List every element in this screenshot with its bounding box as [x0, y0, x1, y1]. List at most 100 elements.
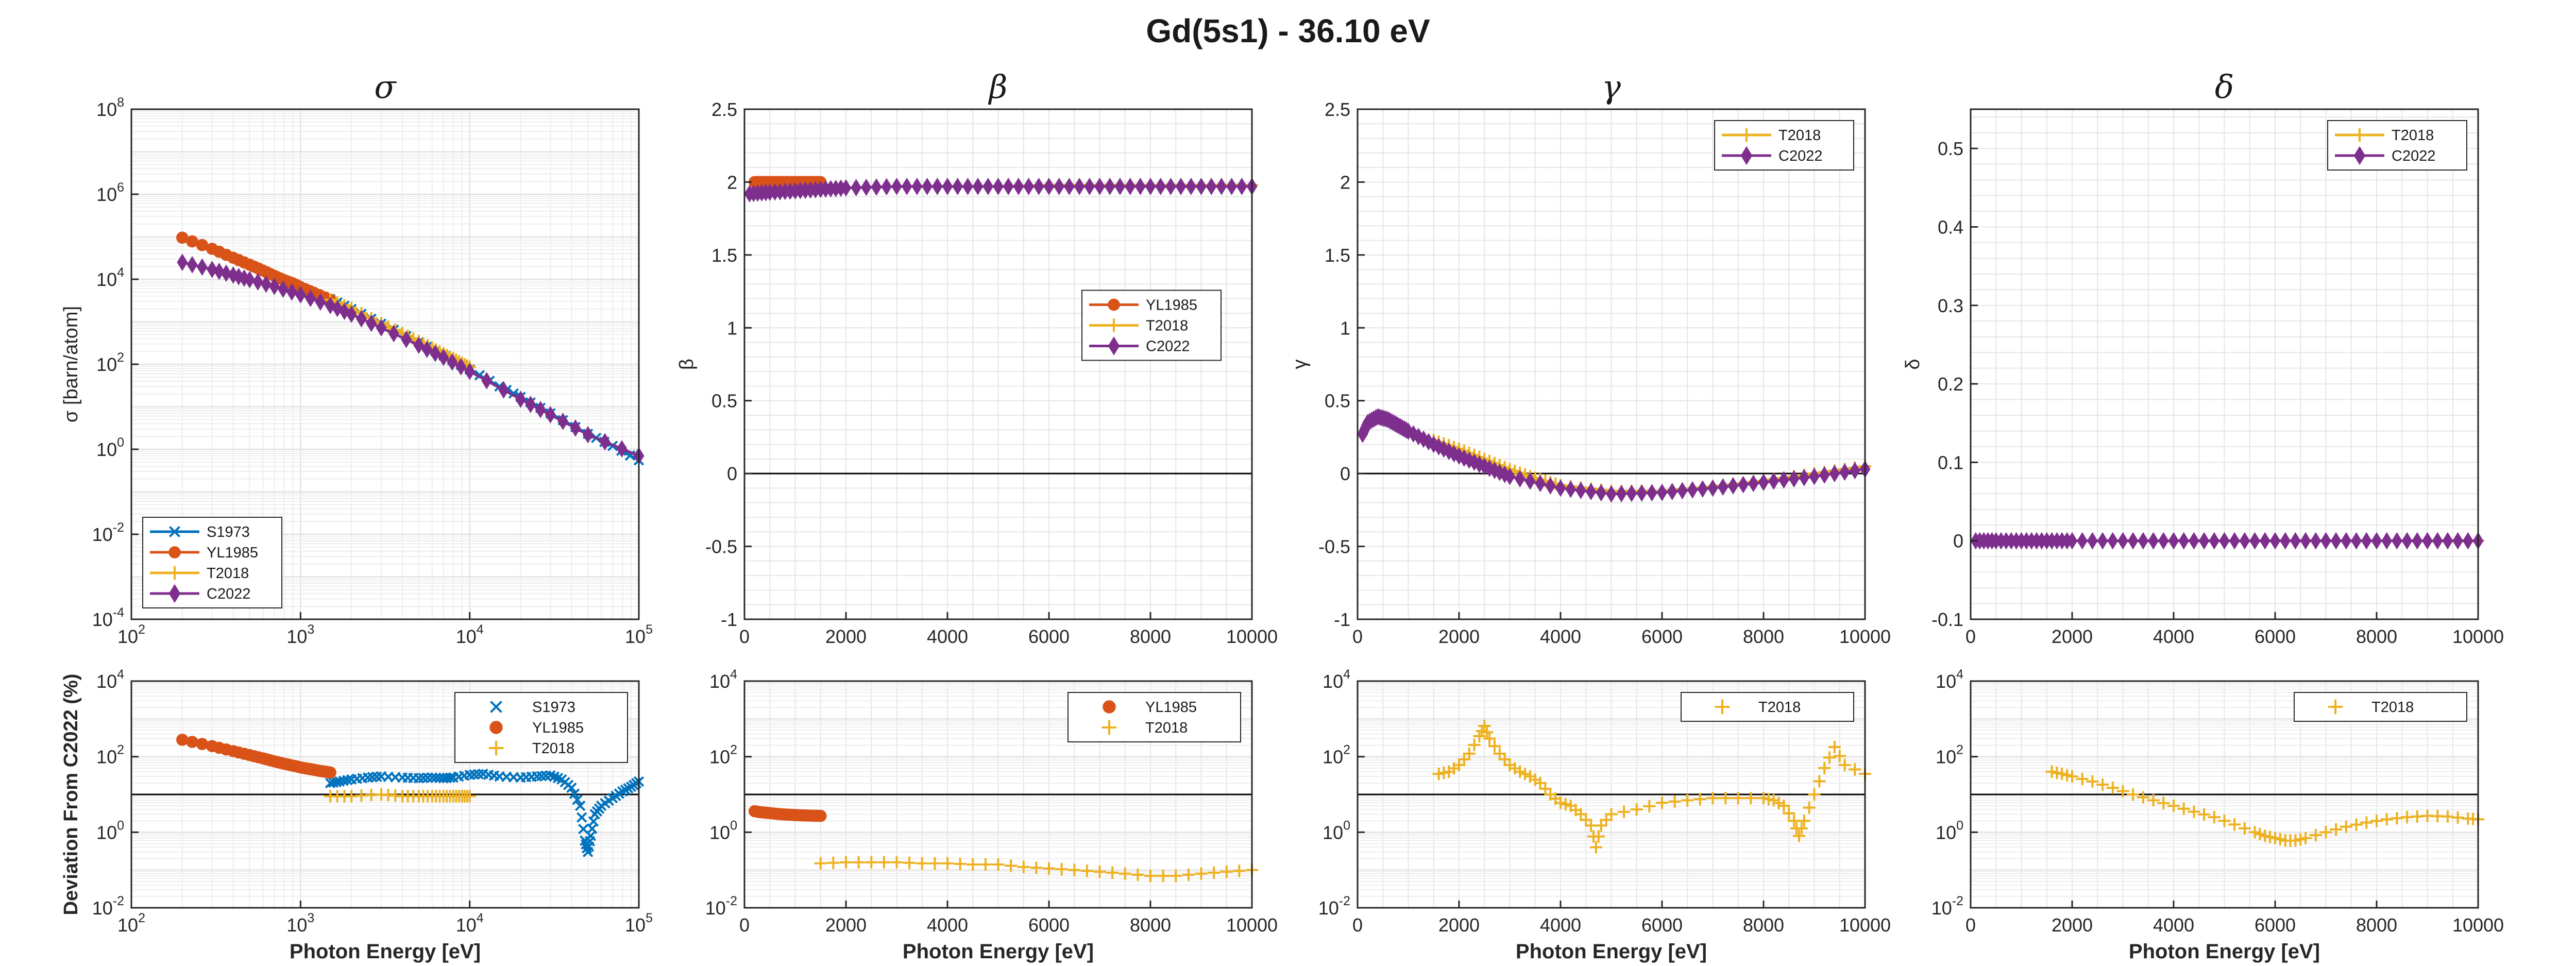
- data-point: [1145, 177, 1156, 195]
- data-point: [1033, 177, 1044, 195]
- data-point: [2209, 532, 2220, 550]
- data-point: [954, 857, 967, 870]
- data-point: [1605, 808, 1618, 821]
- legend-item-YL1985: YL1985: [150, 545, 258, 561]
- legend: T2018: [2294, 692, 2467, 722]
- legend-marker: [1740, 146, 1753, 165]
- figure-title: Gd(5s1) - 36.10 eV: [1146, 12, 1430, 49]
- data-point: [187, 256, 198, 274]
- legend: YL1985 T2018: [1067, 692, 1241, 742]
- data-point: [2116, 785, 2129, 798]
- y-tick-label: 102: [96, 350, 124, 375]
- data-point: [1023, 177, 1035, 195]
- data-point: [576, 812, 587, 823]
- data-point: [1744, 792, 1757, 805]
- y-axis-label: σ [barn/atom]: [60, 306, 82, 422]
- data-point: [221, 264, 232, 282]
- data-point: [860, 178, 872, 196]
- data-point: [1748, 474, 1759, 493]
- y-tick-label: 2: [1340, 172, 1350, 193]
- data-point: [413, 336, 425, 354]
- data-point: [1795, 822, 1808, 835]
- data-point: [1093, 865, 1106, 878]
- x-tick-label: 0: [1965, 914, 1976, 936]
- data-point: [2299, 832, 2312, 844]
- panel-gamma: 0 2000 4000 6000 8000 10000 -1 -0.5 0 0.5 1 1.5 2 2.5…: [1289, 68, 1891, 647]
- data-point: [1849, 763, 1861, 776]
- legend-marker: [490, 701, 502, 713]
- data-point: [962, 177, 973, 195]
- legend-box: [2294, 692, 2467, 722]
- data-point: [1778, 471, 1789, 489]
- data-point: [1233, 865, 1246, 877]
- legend-label: T2018: [532, 740, 574, 757]
- data-point: [891, 177, 902, 195]
- data-point: [1106, 866, 1119, 879]
- data-point: [852, 856, 865, 869]
- data-point: [1616, 485, 1627, 503]
- data-point: [1717, 478, 1728, 496]
- data-point: [438, 348, 449, 366]
- data-point: [447, 353, 458, 371]
- data-point: [1803, 801, 1816, 814]
- data-point: [890, 856, 903, 869]
- axes-box: [130, 680, 640, 909]
- legend-label: T2018: [2371, 699, 2414, 716]
- data-point: [1849, 462, 1860, 480]
- legend-label: YL1985: [1146, 297, 1197, 313]
- data-point: [1080, 865, 1093, 877]
- data-point: [1504, 467, 1515, 485]
- legend-item-T2018: T2018: [1101, 720, 1188, 736]
- data-point: [295, 286, 306, 304]
- y-tick-label: 1.5: [1325, 245, 1350, 266]
- data-point: [827, 856, 840, 869]
- axes-box: [1970, 680, 2479, 909]
- legend: S1973 YL1985 T2018 C2022: [142, 517, 282, 608]
- y-tick-label: 10-2: [705, 894, 737, 919]
- data-point: [616, 440, 628, 458]
- data-point: [1636, 484, 1648, 502]
- legend-item-YL1985: YL1985: [489, 720, 584, 736]
- legend-label: YL1985: [207, 545, 258, 561]
- data-point: [535, 401, 546, 418]
- data-point: [2360, 816, 2373, 829]
- y-axis-label: γ: [1289, 360, 1311, 369]
- legend-label: T2018: [207, 565, 249, 582]
- series-T2018: [1432, 719, 1872, 854]
- legend-box: [1067, 692, 1241, 742]
- panel-dev-gamma: 0 2000 4000 6000 8000 10000 10-2 100 102 104 Photo…: [1318, 667, 1891, 963]
- data-point: [1003, 177, 1014, 195]
- y-tick-label: -1: [1334, 609, 1350, 630]
- data-point: [901, 177, 912, 195]
- data-point: [1170, 869, 1182, 883]
- data-point: [1809, 467, 1820, 485]
- y-tick-label: 0: [727, 463, 737, 484]
- data-point: [1626, 484, 1637, 502]
- data-point: [1030, 861, 1043, 874]
- y-tick-label: 0.5: [1938, 138, 1963, 159]
- data-point: [2198, 532, 2210, 550]
- data-point: [2432, 532, 2443, 550]
- data-point: [207, 261, 218, 278]
- legend-label: S1973: [207, 524, 250, 540]
- data-point: [366, 314, 377, 332]
- data-point: [911, 177, 923, 195]
- x-tick-label: 8000: [1130, 626, 1171, 647]
- data-point: [1196, 177, 1207, 195]
- data-point: [2442, 532, 2453, 550]
- data-point: [1195, 867, 1208, 880]
- x-tick-label: 8000: [2356, 626, 2397, 647]
- data-point: [376, 319, 387, 337]
- data-point: [1838, 758, 1851, 772]
- legend-item-S1973: S1973: [150, 524, 250, 540]
- data-point: [1799, 469, 1810, 486]
- data-point: [1643, 800, 1656, 812]
- legend-label: T2018: [1145, 720, 1188, 736]
- data-point: [982, 177, 994, 195]
- data-point: [1206, 177, 1217, 195]
- y-tick-label: 0.2: [1938, 374, 1963, 395]
- x-tick-label: 6000: [1028, 626, 1070, 647]
- data-point: [1655, 796, 1669, 809]
- data-point: [2168, 532, 2179, 550]
- legend-label: YL1985: [532, 720, 584, 736]
